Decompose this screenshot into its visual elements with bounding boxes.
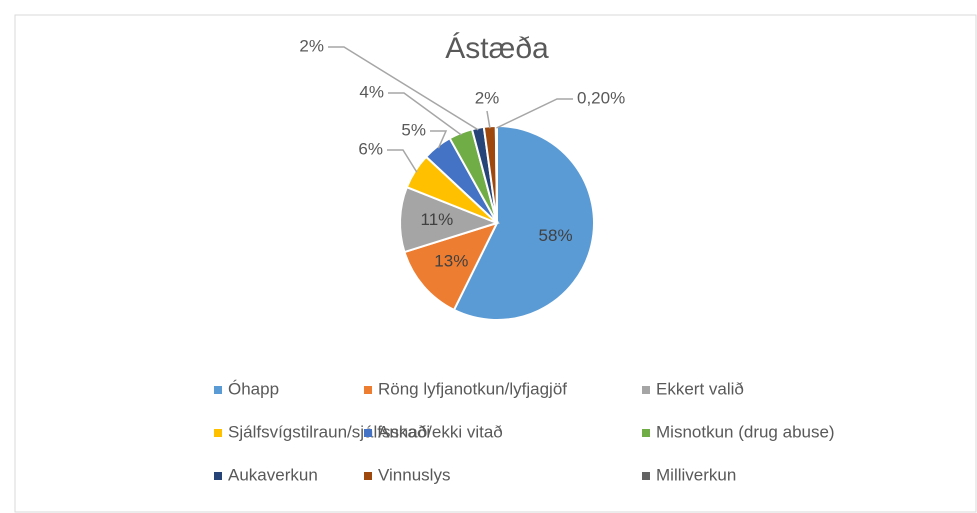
legend-label: Óhapp	[228, 379, 279, 398]
legend-label: Röng lyfjanotkun/lyfjagjöf	[378, 379, 567, 398]
leader-line	[387, 149, 418, 173]
data-label: 11%	[421, 210, 454, 229]
data-label: 6%	[358, 139, 383, 158]
legend-label: Aukaverkun	[228, 465, 318, 484]
leader-line	[496, 98, 573, 129]
legend-swatch	[364, 429, 372, 437]
legend-swatch	[214, 386, 222, 394]
data-label: 13%	[434, 252, 468, 271]
legend-label: Milliverkun	[656, 465, 736, 484]
pie-slice	[403, 221, 499, 312]
data-label: 0,20%	[577, 88, 625, 107]
leader-line	[328, 46, 479, 131]
leader-line	[430, 130, 448, 149]
legend-swatch	[214, 429, 222, 437]
pie-slice	[399, 185, 500, 254]
data-label: 2%	[299, 36, 324, 55]
data-label: 5%	[401, 120, 426, 139]
leader-line	[486, 110, 491, 129]
legend-label: Sjálfsvígstilraun/sjálfsskaði	[228, 422, 430, 441]
data-label: 4%	[359, 82, 384, 101]
legend-label: Vinnuslys	[378, 465, 450, 484]
legend-swatch	[214, 472, 222, 480]
legend-swatch	[364, 386, 372, 394]
legend-swatch	[642, 386, 650, 394]
legend-label: Annað/ekki vitað	[378, 422, 503, 441]
legend-swatch	[642, 472, 650, 480]
pie-slice	[494, 124, 498, 224]
data-label: 2%	[475, 88, 500, 107]
legend-label: Misnotkun (drug abuse)	[656, 422, 835, 441]
pie-slice	[452, 124, 595, 321]
data-label: 58%	[539, 226, 573, 245]
chart-title: Ástæða	[445, 32, 549, 65]
legend-swatch	[364, 472, 372, 480]
leader-line	[388, 92, 462, 136]
legend-label: Ekkert valið	[656, 379, 744, 398]
legend-swatch	[642, 429, 650, 437]
